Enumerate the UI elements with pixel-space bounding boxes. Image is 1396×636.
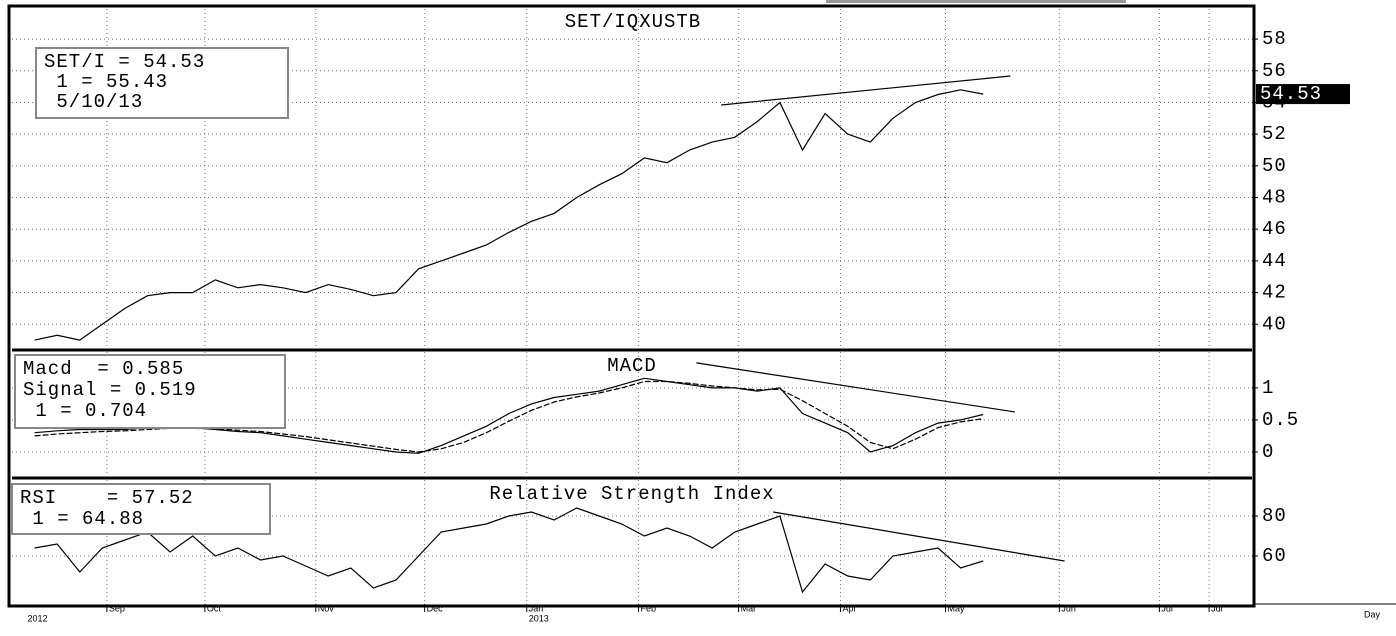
x-tick-label: Dec <box>427 603 444 613</box>
readout-text: 1 = 0.704 <box>23 400 147 422</box>
panel-title: SET/IQXUSTB <box>565 11 701 33</box>
y-tick-label: 1 <box>1262 377 1274 399</box>
x-tick-label: Jun <box>1061 603 1076 613</box>
y-tick-label: 80 <box>1262 505 1287 527</box>
readout-text: RSI = 57.52 <box>20 487 194 509</box>
y-tick-label: 56 <box>1262 60 1287 82</box>
x-tick-label: Jul <box>1211 603 1223 613</box>
year-label: 2013 <box>529 613 549 623</box>
readout-text: Macd = 0.585 <box>23 358 184 380</box>
y-tick-label: 0 <box>1262 441 1274 463</box>
panel-title: MACD <box>607 355 657 377</box>
y-tick-label: 0.5 <box>1262 409 1299 431</box>
x-axis-label: Day <box>1364 609 1381 619</box>
x-tick-label: Jan <box>529 603 544 613</box>
x-tick-label: Nov <box>318 603 335 613</box>
year-label: 2012 <box>28 613 48 623</box>
y-tick-label: 46 <box>1262 218 1287 240</box>
readout-text: Signal = 0.519 <box>23 379 197 401</box>
x-tick-label: May <box>948 603 966 613</box>
y-tick-label: 52 <box>1262 123 1287 145</box>
page: 40424446485052545658SET/IQXUSTBSET/I = 5… <box>0 0 1396 636</box>
x-tick-label: Jul <box>1161 603 1173 613</box>
y-tick-label: 44 <box>1262 250 1287 272</box>
y-tick-label: 40 <box>1262 313 1287 335</box>
readout-text: 1 = 55.43 <box>44 71 168 93</box>
chart: 40424446485052545658SET/IQXUSTBSET/I = 5… <box>0 0 1396 631</box>
x-tick-label: Oct <box>207 603 222 613</box>
y-tick-label: 50 <box>1262 155 1287 177</box>
image-edge <box>826 0 1126 3</box>
y-tick-label: 60 <box>1262 545 1287 567</box>
readout-text: 1 = 64.88 <box>20 508 144 530</box>
x-tick-label: Apr <box>842 603 856 613</box>
readout-text: SET/I = 54.53 <box>44 51 205 73</box>
y-tick-label: 48 <box>1262 187 1287 209</box>
x-tick-label: Feb <box>641 603 657 613</box>
x-tick-label: Mar <box>741 603 757 613</box>
x-tick-label: Sep <box>109 603 125 613</box>
last-value-label: 54.53 <box>1260 83 1322 105</box>
y-tick-label: 42 <box>1262 282 1287 304</box>
readout-text: 5/10/13 <box>44 91 143 113</box>
panel-title: Relative Strength Index <box>489 483 774 505</box>
y-tick-label: 58 <box>1262 28 1287 50</box>
